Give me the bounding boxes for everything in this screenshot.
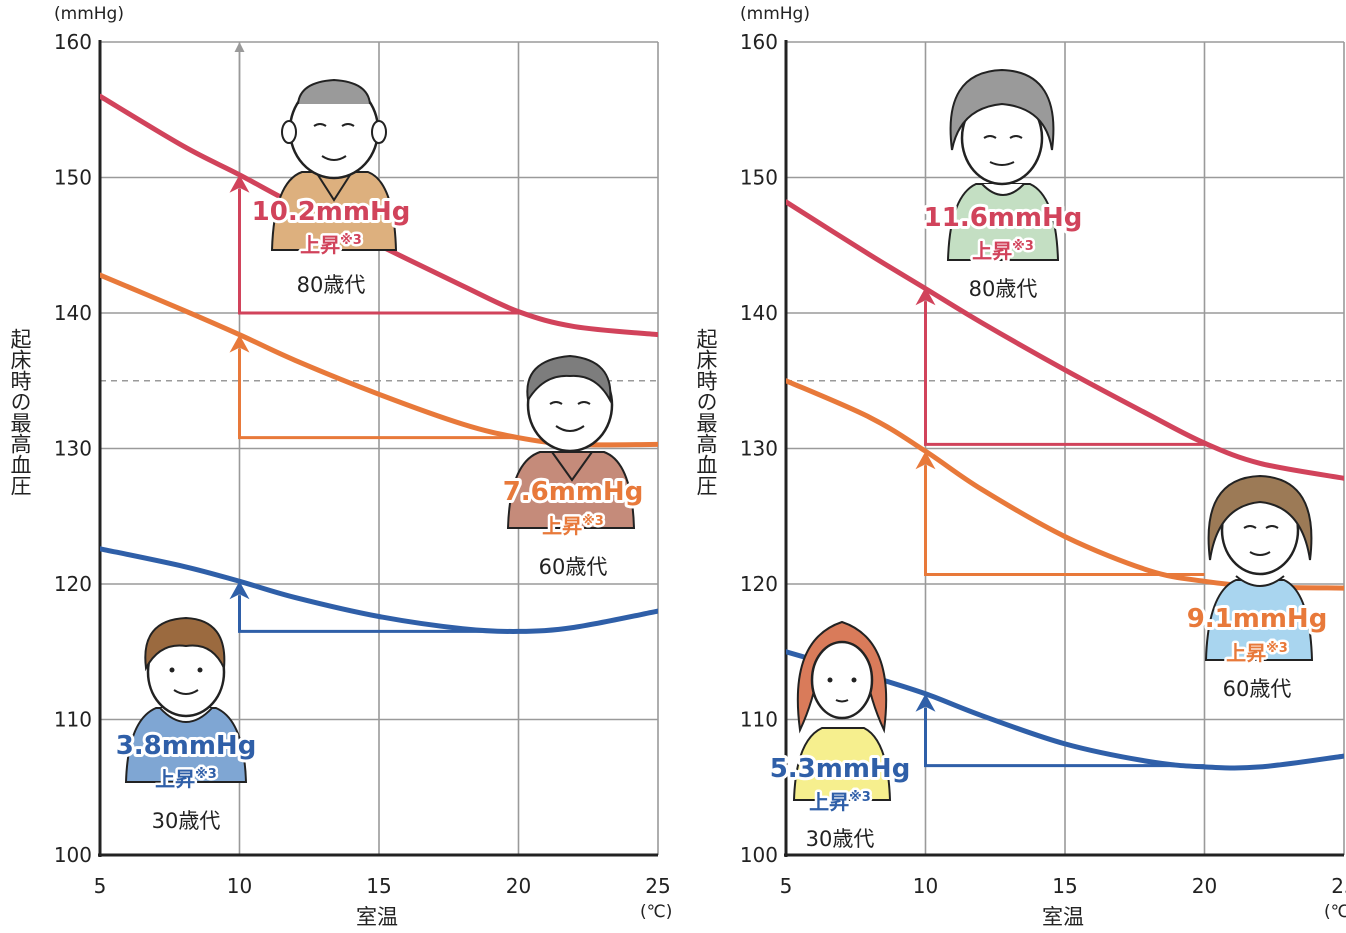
rise-arrow-age30 [924,707,1205,768]
rise-value-label: 9.1mmHg [1187,604,1328,634]
y-tick-label: 140 [54,301,92,325]
rise-arrow-head-age60 [915,451,936,470]
x-tick-label: 5 [94,874,107,898]
rise-value-label: 11.6mmHg [924,203,1083,233]
y-unit-label: (mmHg) [740,4,810,24]
y-tick-label: 110 [54,708,92,732]
rise-arrow-head-age30 [915,693,936,712]
rise-arrow-age60 [238,348,519,440]
age-group-label: 60歳代 [539,555,608,579]
note-mark: ※3 [340,233,362,248]
rise-value-label: 5.3mmHg [770,754,911,784]
age-group-label: 60歳代 [1223,677,1292,701]
left-chart: 100 110 120 130 140 150 160 5 10 15 20 25 (mmHg) (℃) 室… [8,4,672,929]
man-60s-illustration [506,354,636,529]
right-rise-arrows [915,287,1205,768]
y-tick-label: 120 [740,572,778,596]
x-tick-label: 25 [1331,874,1346,898]
left-labels: 100 110 120 130 140 150 160 5 10 15 20 25 (mmHg) (℃) 室… [8,4,672,929]
rise-arrow-age60 [924,465,1205,577]
series-line-age80 [786,199,1344,481]
rise-value-label: 10.2mmHg [252,197,411,227]
rise-arrow-head-age80 [229,174,250,193]
x-tick-label: 20 [506,874,531,898]
y-tick-label: 150 [54,166,92,190]
x-unit-label: (℃) [1324,902,1346,922]
note-mark: ※3 [582,514,604,529]
age-group-label: 80歳代 [297,273,366,297]
y-unit-label: (mmHg) [54,4,124,24]
woman-60s-illustration [1204,474,1314,661]
x-tick-label: 15 [1052,874,1077,898]
x-tick-label: 25 [645,874,670,898]
rise-arrow-age80 [924,301,1205,446]
age-group-label: 80歳代 [969,277,1038,301]
x-tick-label: 5 [780,874,793,898]
woman-80s-illustration [946,68,1060,261]
x-axis-title: 室温 [356,905,398,929]
y-tick-label: 130 [740,437,778,461]
y-tick-label: 100 [740,843,778,867]
left-rise-arrows [229,174,519,633]
rise-arrow-age30 [238,595,519,633]
rise-arrow-age80 [238,188,519,315]
rise-arrow-head-age80 [915,287,936,306]
rise-label: 上昇※3 [1226,641,1288,665]
y-axis-title: 起床時の最高血圧 [694,328,718,496]
top-arrow-head [234,42,245,52]
y-tick-label: 160 [54,30,92,54]
x-tick-label: 10 [913,874,938,898]
note-mark: ※3 [1266,641,1288,656]
right-chart: 100 110 120 130 140 150 160 5 10 15 20 25 (mmHg) (℃) 室… [694,4,1346,929]
rise-value-label: 7.6mmHg [503,477,644,507]
age-group-label: 30歳代 [806,827,875,851]
right-labels: 100 110 120 130 140 150 160 5 10 15 20 25 (mmHg) (℃) 室… [694,4,1346,929]
left-grid [98,40,659,857]
series-line-age30 [100,546,658,634]
note-mark: ※3 [195,767,217,782]
x-tick-label: 10 [227,874,252,898]
rise-label: 上昇※3 [809,790,871,814]
rise-arrow-head-age30 [229,581,250,600]
note-mark: ※3 [1012,239,1034,254]
right-grid [784,40,1345,857]
x-tick-label: 15 [366,874,391,898]
age-group-label: 30歳代 [152,809,221,833]
y-axis-title: 起床時の最高血圧 [8,328,32,496]
rise-value-label: 3.8mmHg [116,731,257,761]
y-tick-label: 140 [740,301,778,325]
woman-30s-illustration [792,620,892,801]
y-tick-label: 110 [740,708,778,732]
y-tick-label: 120 [54,572,92,596]
x-axis-title: 室温 [1042,905,1084,929]
y-tick-label: 150 [740,166,778,190]
y-tick-label: 100 [54,843,92,867]
note-mark: ※3 [849,790,871,805]
rise-arrow-head-age60 [229,334,250,353]
x-unit-label: (℃) [640,902,672,922]
y-tick-label: 160 [740,30,778,54]
man-30s-illustration [124,616,248,783]
rise-label: 上昇※3 [542,514,604,538]
man-80s-illustration [270,78,398,251]
rise-label: 上昇※3 [300,233,362,257]
x-tick-label: 20 [1192,874,1217,898]
rise-label: 上昇※3 [155,767,217,791]
y-tick-label: 130 [54,437,92,461]
